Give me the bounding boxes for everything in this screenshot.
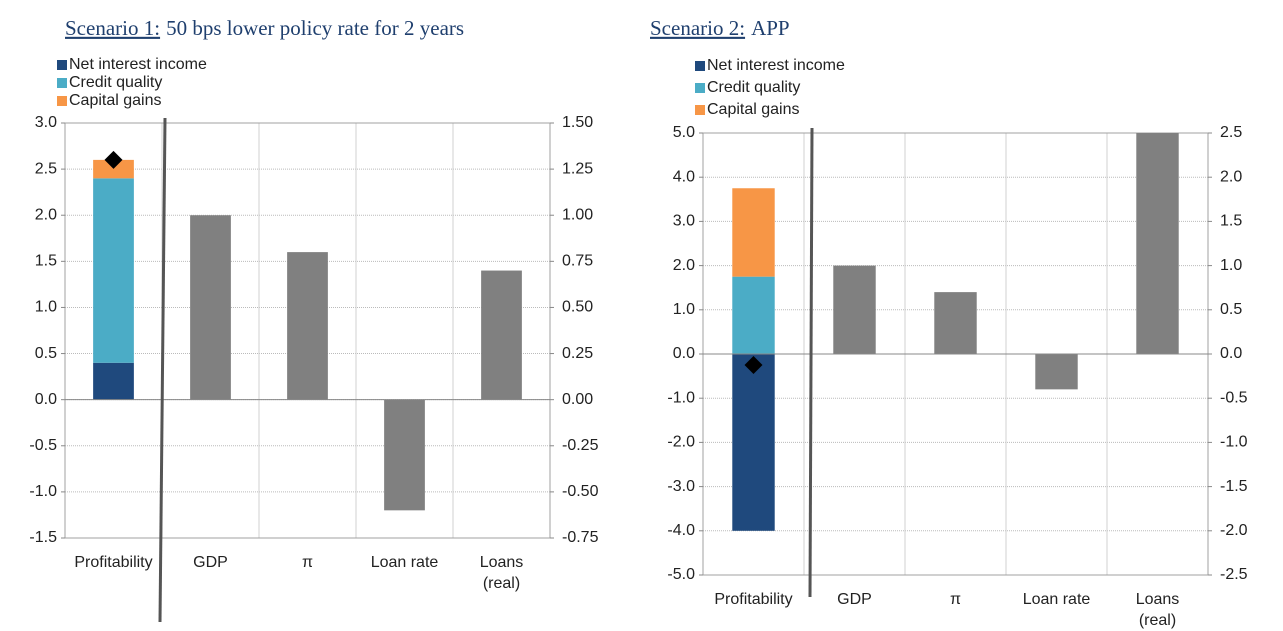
y-tick-label: 2.5: [35, 160, 57, 177]
stacked-bar: [732, 354, 775, 531]
y2-tick-label: -2.0: [1220, 522, 1248, 539]
legend-swatch: [695, 105, 705, 115]
x-tick-label: Loans (real): [479, 554, 524, 592]
legend-label: Capital gains: [69, 92, 162, 109]
legend-swatch: [695, 61, 705, 71]
stacked-bar: [93, 159, 134, 179]
y2-tick-label: -1.0: [1220, 434, 1248, 451]
x-tick-label: Loan rate: [370, 554, 439, 571]
bar: [1035, 354, 1078, 390]
y-tick-label: 0.0: [673, 345, 695, 362]
y2-tick-label: 0.5: [1220, 301, 1242, 318]
y2-tick-label: 0.25: [562, 345, 593, 362]
chart-title: APP: [751, 16, 790, 40]
bar: [934, 292, 977, 354]
x-tick-label: GDP: [837, 591, 872, 608]
legend-swatch: [57, 60, 67, 70]
bar: [481, 270, 522, 400]
y-tick-label: 0.0: [35, 391, 57, 408]
x-tick-label: Profitability: [74, 554, 153, 571]
chart-title: 50 bps lower policy rate for 2 years: [166, 16, 464, 40]
y-tick-label: -2.0: [667, 434, 695, 451]
legend-label: Capital gains: [707, 101, 800, 118]
bar: [190, 215, 231, 400]
y-tick-label: 1.0: [673, 301, 695, 318]
y-tick-label: 4.0: [673, 168, 695, 185]
legend-label: Net interest income: [69, 56, 207, 73]
bar: [1136, 133, 1179, 354]
y2-tick-label: -0.5: [1220, 389, 1248, 406]
legend-swatch: [695, 83, 705, 93]
y2-tick-label: -2.5: [1220, 566, 1248, 583]
y2-tick-label: 1.50: [562, 114, 593, 131]
stacked-bar: [732, 276, 775, 354]
divider: [158, 117, 167, 623]
y-tick-label: -0.5: [29, 437, 57, 454]
y-tick-label: -5.0: [667, 566, 695, 583]
y2-tick-label: 1.00: [562, 206, 593, 223]
y2-tick-label: 1.5: [1220, 213, 1242, 230]
y-tick-label: -1.0: [667, 389, 695, 406]
bar: [833, 265, 876, 354]
y2-tick-label: 0.00: [562, 391, 593, 408]
y2-tick-label: 2.5: [1220, 124, 1242, 141]
y2-tick-label: -0.50: [562, 483, 599, 500]
scenario-label: Scenario 1:: [65, 16, 160, 40]
stacked-bar: [93, 362, 134, 400]
y-tick-label: 3.0: [673, 213, 695, 230]
scenario-label: Scenario 2:: [650, 16, 745, 40]
y-tick-label: -1.0: [29, 483, 57, 500]
y-tick-label: -4.0: [667, 522, 695, 539]
legend-label: Net interest income: [707, 57, 845, 74]
y-tick-label: 0.5: [35, 345, 57, 362]
y-tick-label: 2.0: [35, 206, 57, 223]
y-tick-label: -3.0: [667, 478, 695, 495]
y-tick-label: 3.0: [35, 114, 57, 131]
y2-tick-label: 0.50: [562, 299, 593, 316]
x-tick-label: GDP: [193, 554, 228, 571]
y2-tick-label: -0.25: [562, 437, 599, 454]
total-marker: [744, 356, 763, 375]
plot-frame: [64, 122, 551, 539]
y-tick-label: 2.0: [673, 257, 695, 274]
legend-swatch: [57, 78, 67, 88]
y2-tick-label: -1.5: [1220, 478, 1248, 495]
divider: [808, 127, 814, 598]
legend-label: Credit quality: [69, 74, 162, 91]
y-tick-label: 1.5: [35, 253, 57, 270]
y2-tick-label: 0.0: [1220, 345, 1242, 362]
y-tick-label: -1.5: [29, 529, 57, 546]
y-tick-label: 1.0: [35, 299, 57, 316]
bar: [287, 252, 328, 400]
x-tick-label: π: [949, 591, 962, 608]
total-marker: [104, 150, 123, 169]
x-tick-label: Loan rate: [1022, 591, 1091, 608]
y2-tick-label: 1.25: [562, 160, 593, 177]
stacked-bar: [732, 188, 775, 277]
bar: [384, 399, 425, 511]
y2-tick-label: 2.0: [1220, 168, 1242, 185]
legend-swatch: [57, 96, 67, 106]
y2-tick-label: 1.0: [1220, 257, 1242, 274]
stacked-bar: [93, 178, 134, 363]
x-tick-label: π: [301, 554, 314, 571]
x-tick-label: Profitability: [714, 591, 793, 608]
y-tick-label: 5.0: [673, 124, 695, 141]
y2-tick-label: -0.75: [562, 529, 599, 546]
y2-tick-label: 0.75: [562, 253, 593, 270]
x-tick-label: Loans (real): [1135, 591, 1180, 629]
legend-label: Credit quality: [707, 79, 800, 96]
